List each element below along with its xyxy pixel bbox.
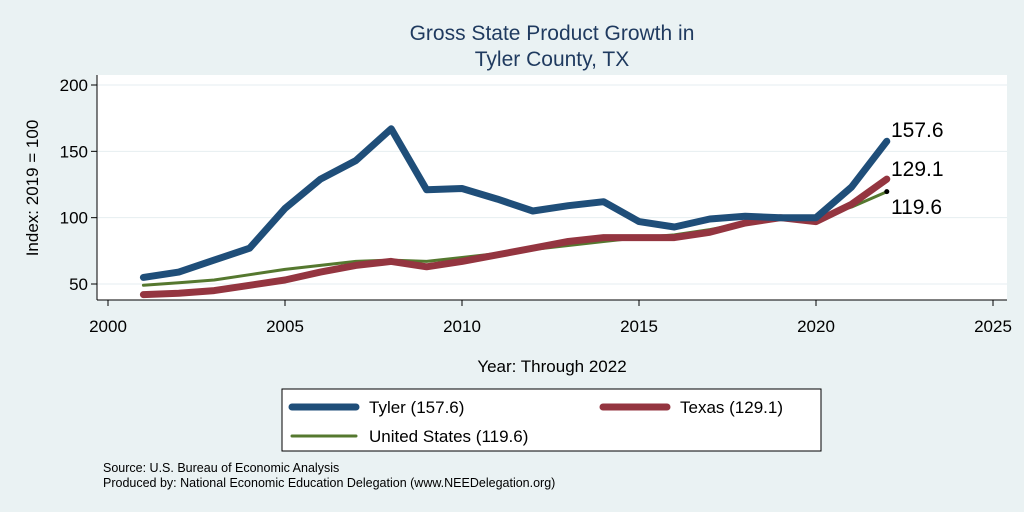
y-axis-ticks: 50 100 150 200 [60,76,97,294]
end-label-tyler: 157.6 [891,119,944,142]
produced-by-note: Produced by: National Economic Education… [103,476,555,490]
x-tick-label-2020: 2020 [797,317,835,336]
end-label-texas: 129.1 [891,158,944,181]
x-tick-label-2000: 2000 [89,317,127,336]
legend-label-texas: Texas (129.1) [680,398,783,417]
legend-label-united-states: United States (119.6) [369,427,528,446]
x-axis-title: Year: Through 2022 [477,357,626,376]
legend-label-tyler: Tyler (157.6) [369,398,464,417]
series-line-tyler [139,125,891,281]
series-lines [139,125,891,299]
chart-title-line-2: Tyler County, TX [475,48,629,71]
legend-box [281,388,822,452]
chart-title-line-1: Gross State Product Growth in [410,22,695,45]
x-tick-label-2010: 2010 [443,317,481,336]
x-tick-label-2005: 2005 [266,317,304,336]
y-tick-label-150: 150 [60,142,88,161]
y-tick-label-50: 50 [69,275,88,294]
x-axis-ticks: 2000 2005 2010 2015 2020 2025 [89,300,1012,336]
source-note: Source: U.S. Bureau of Economic Analysis [103,461,339,475]
x-tick-label-2025: 2025 [974,317,1012,336]
end-label-us: 119.6 [891,196,942,219]
y-tick-label-100: 100 [60,209,88,228]
end-marker-united-states [884,189,890,195]
y-axis-title: Index: 2019 = 100 [23,120,42,257]
y-tick-label-200: 200 [60,76,88,95]
x-tick-label-2015: 2015 [620,317,658,336]
